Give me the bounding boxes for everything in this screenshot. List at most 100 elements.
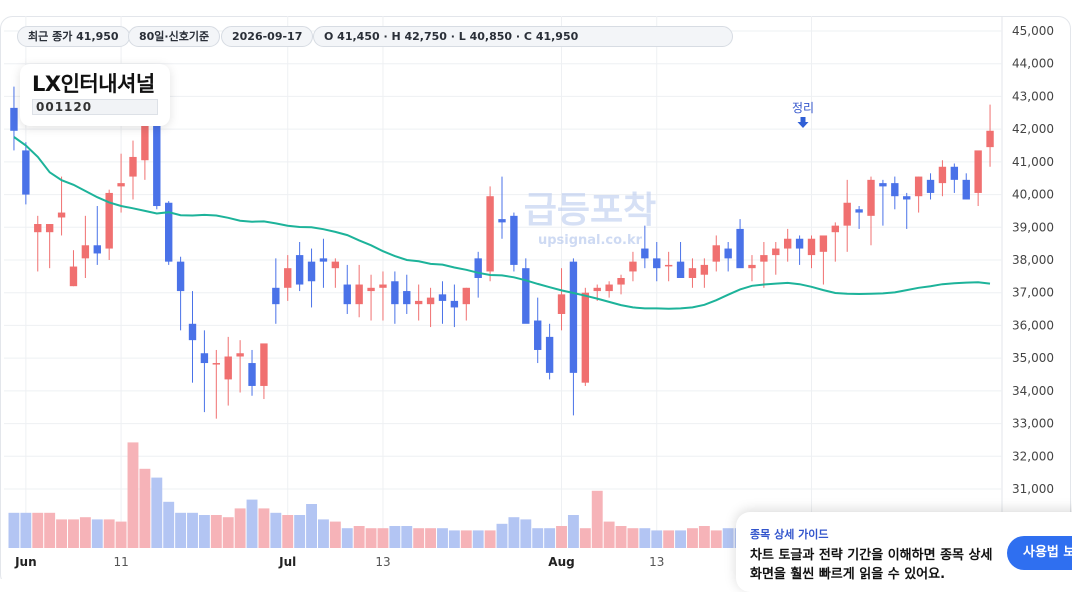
- date-chip: 2026-09-17: [221, 26, 314, 47]
- y-tick-label: 42,000: [1012, 122, 1054, 136]
- candle: [534, 297, 542, 364]
- candle-body: [712, 245, 720, 262]
- volume-bar: [91, 519, 103, 548]
- candle-body: [355, 284, 363, 305]
- candle: [367, 274, 375, 321]
- volume-bar: [79, 517, 91, 548]
- candle: [176, 256, 185, 331]
- candle-body: [498, 219, 506, 223]
- candle-body: [581, 292, 590, 383]
- candle: [855, 206, 863, 229]
- volume-bar: [663, 530, 675, 548]
- candle: [807, 235, 816, 269]
- chart-frame: 급등포착 upsignal.co.kr 31,000 32,000 33,000 34…: [0, 16, 1071, 579]
- candle: [700, 258, 709, 288]
- candle: [760, 242, 768, 288]
- volume-bar: [437, 528, 448, 548]
- candle-body: [819, 235, 828, 252]
- candle-body: [69, 266, 78, 287]
- candle-body: [403, 291, 411, 305]
- volume-bar: [306, 504, 317, 548]
- candle-body: [760, 255, 768, 262]
- volume-bar: [198, 515, 210, 548]
- candle-body: [438, 294, 447, 301]
- candle-body: [974, 150, 982, 193]
- candle-body: [45, 224, 54, 233]
- candle-body: [331, 261, 340, 269]
- y-tick-label: 35,000: [1012, 351, 1054, 365]
- stock-card: LX인터내셔널 001120: [20, 64, 170, 126]
- candle: [188, 291, 197, 383]
- volume-bar: [222, 517, 234, 548]
- candle: [974, 150, 982, 207]
- candle-body: [641, 248, 649, 259]
- candle-body: [736, 228, 744, 269]
- candle-body: [379, 284, 387, 288]
- volume-bar: [425, 528, 437, 548]
- candle: [165, 201, 173, 265]
- x-tick-label: Jul: [278, 555, 296, 569]
- candle-body: [462, 287, 470, 305]
- candle-body: [724, 248, 732, 259]
- candle-body: [926, 179, 935, 193]
- candle-body: [534, 320, 542, 350]
- y-tick-label: 43,000: [1012, 89, 1054, 103]
- moving-average-line: [13, 136, 991, 310]
- candle: [474, 251, 482, 298]
- candle: [272, 258, 280, 324]
- volume-bar: [520, 519, 532, 548]
- candle-body: [188, 323, 197, 341]
- candle-body: [688, 268, 697, 278]
- volume-bar: [544, 528, 556, 548]
- guide-button[interactable]: 사용법 보기: [1007, 536, 1072, 570]
- candle: [379, 271, 387, 321]
- candle-body: [783, 238, 792, 249]
- price-axis: 31,000 32,000 33,000 34,000 35,000 36,000 37,0…: [1012, 24, 1054, 496]
- volume-bar: [294, 515, 306, 548]
- volume-bar: [627, 528, 639, 548]
- candle-body: [843, 202, 851, 226]
- candle: [522, 258, 530, 324]
- candle-body: [319, 258, 328, 262]
- candle-body: [474, 258, 482, 278]
- candle: [45, 224, 54, 269]
- volume-bar: [68, 519, 79, 548]
- volume-bar: [270, 512, 282, 548]
- volume-bar: [210, 515, 222, 548]
- candle-body: [34, 224, 42, 233]
- candle-body: [117, 183, 125, 187]
- volume-bar: [32, 512, 44, 548]
- candle-body: [569, 261, 578, 373]
- candle-body: [867, 179, 875, 216]
- period-chip[interactable]: 80일·신호기준: [128, 26, 221, 47]
- x-tick-label: 13: [649, 555, 664, 569]
- candle-body: [367, 287, 375, 292]
- candle: [355, 264, 363, 318]
- signal-marker-label: 정리: [792, 101, 814, 115]
- volume-bar: [615, 526, 627, 548]
- x-tick-label: 11: [113, 555, 128, 569]
- close-price-chip: 최근 종가 41,950: [17, 26, 130, 47]
- candle-body: [676, 261, 685, 278]
- candle: [486, 186, 494, 282]
- candle: [819, 235, 828, 285]
- volume-bar: [103, 519, 115, 548]
- candle: [950, 163, 959, 193]
- candle-body: [176, 261, 185, 292]
- candle: [629, 251, 637, 282]
- candle: [224, 336, 232, 406]
- candle: [236, 340, 244, 393]
- candle: [498, 176, 506, 239]
- candle: [783, 228, 792, 262]
- down-arrow-icon: [797, 117, 809, 128]
- candle: [843, 179, 851, 252]
- candle-body: [557, 294, 566, 314]
- y-tick-label: 44,000: [1012, 57, 1054, 71]
- candle: [986, 104, 994, 167]
- volume-bar: [687, 528, 698, 548]
- volume-bar: [710, 530, 722, 548]
- candle-body: [855, 209, 863, 213]
- candle-body: [57, 212, 66, 218]
- candle: [248, 349, 256, 396]
- volume-bar: [365, 528, 377, 548]
